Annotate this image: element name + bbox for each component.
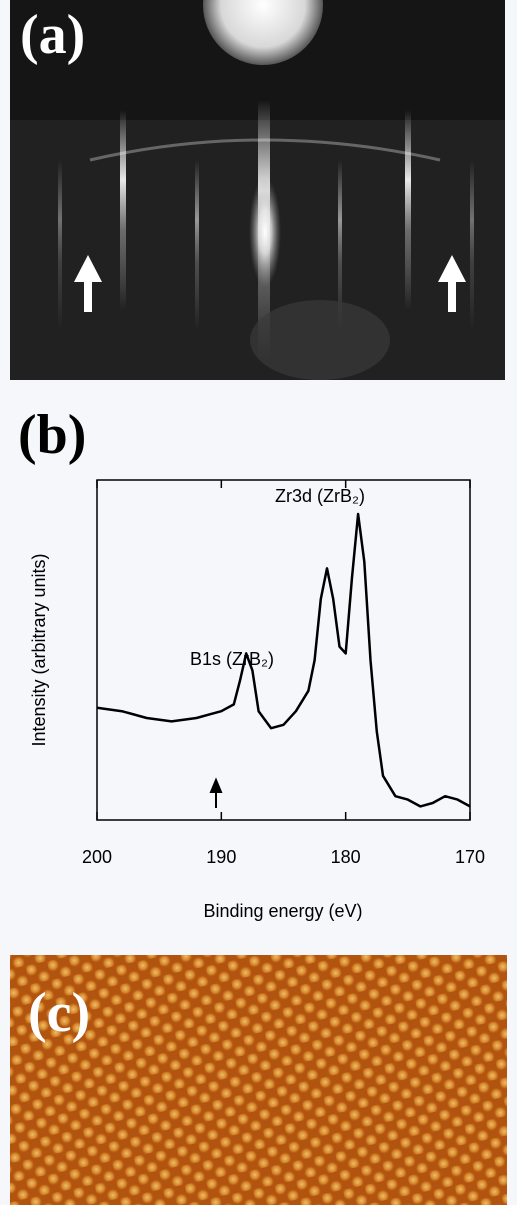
stm-shade <box>10 955 507 1205</box>
panel-label: (a) <box>20 4 85 66</box>
arrow <box>209 777 223 808</box>
x-tick-label: 190 <box>206 847 236 867</box>
streak <box>195 160 199 330</box>
panel-c: (c) <box>10 955 507 1205</box>
arrow <box>74 255 102 312</box>
panel-label: (b) <box>18 404 86 466</box>
annotation: B1s (ZrB₂) <box>190 649 274 669</box>
streak <box>338 160 342 330</box>
x-tick-label: 200 <box>82 847 112 867</box>
panel-b: (b) Binding energy (eV) Intensity (arbit… <box>18 404 485 921</box>
streak <box>405 110 411 310</box>
spectrum-line <box>96 512 471 808</box>
panel-a: (a) <box>10 0 505 380</box>
arrow <box>438 255 466 312</box>
shadow <box>250 300 390 380</box>
bright-spot <box>203 0 323 65</box>
x-tick-label: 180 <box>331 847 361 867</box>
x-axis-label: Binding energy (eV) <box>203 901 362 921</box>
streak <box>470 160 474 330</box>
panel-label: (c) <box>28 982 90 1044</box>
y-axis-label: Intensity (arbitrary units) <box>29 553 49 746</box>
stm-image <box>10 955 507 1205</box>
streak <box>58 160 62 330</box>
specular-spot <box>249 177 281 287</box>
streak <box>120 110 126 310</box>
plot-frame <box>96 479 471 821</box>
annotation: Zr3d (ZrB₂) <box>275 486 365 506</box>
x-tick-label: 170 <box>455 847 485 867</box>
